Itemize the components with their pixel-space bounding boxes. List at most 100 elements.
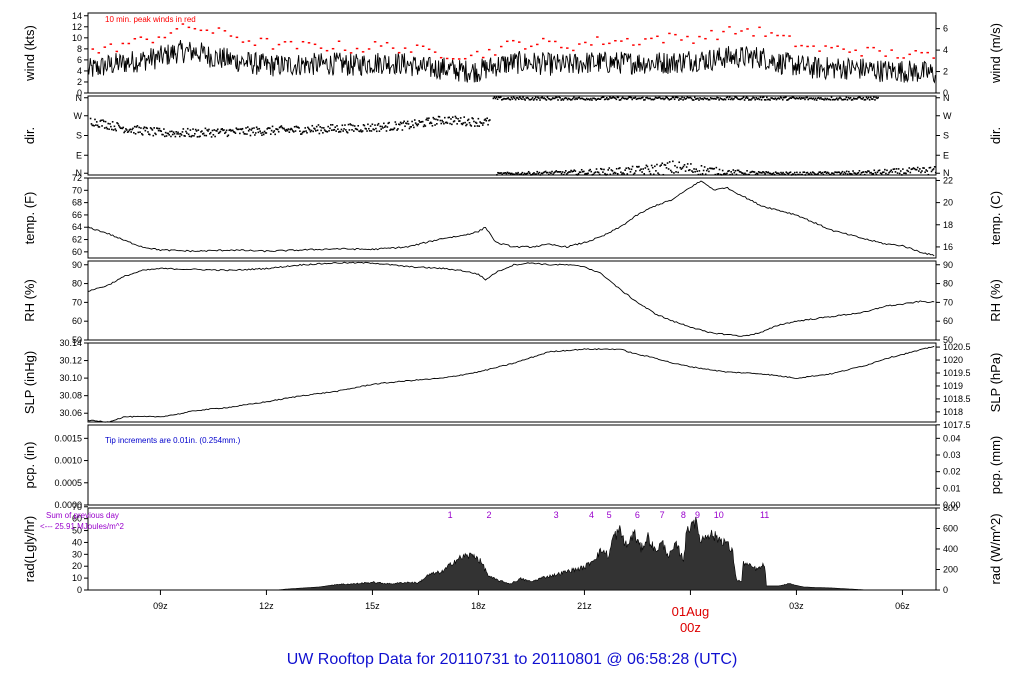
left-tick-label: 0.0000 xyxy=(54,500,82,510)
dir-point xyxy=(95,124,97,126)
dir-point xyxy=(189,129,192,131)
panel-frame-rh xyxy=(87,260,937,341)
peak-wind-mark xyxy=(614,39,617,42)
dir-point xyxy=(286,129,289,132)
dir-point xyxy=(806,96,808,99)
dir-point xyxy=(683,96,685,99)
peak-wind-mark xyxy=(644,38,647,40)
dir-point xyxy=(315,130,317,132)
dir-point xyxy=(708,98,711,101)
dir-point xyxy=(148,133,150,135)
dir-point xyxy=(226,135,229,138)
dir-point xyxy=(812,97,815,100)
dir-point xyxy=(193,135,195,137)
dir-point xyxy=(105,126,108,129)
peak-wind-mark xyxy=(842,48,845,50)
peak-wind-mark xyxy=(578,43,581,45)
dir-point xyxy=(118,124,120,127)
dir-point xyxy=(780,171,782,174)
dir-point xyxy=(930,170,933,173)
dir-point xyxy=(767,171,770,173)
dir-point xyxy=(801,173,803,176)
dir-point xyxy=(558,171,561,173)
dir-point xyxy=(798,96,801,99)
left-tick-label: 30.08 xyxy=(59,391,82,401)
right-tick-label: 600 xyxy=(943,524,958,534)
dir-point xyxy=(536,98,538,101)
dir-point xyxy=(518,98,520,101)
dir-point xyxy=(521,98,523,101)
peak-wind-mark xyxy=(355,47,359,50)
peak-wind-mark xyxy=(554,40,557,43)
dir-point xyxy=(494,97,497,100)
dir-point xyxy=(369,125,372,127)
dir-point xyxy=(482,122,485,124)
dir-point xyxy=(489,119,491,121)
dir-point xyxy=(816,173,818,176)
dir-point xyxy=(906,169,908,172)
dir-point xyxy=(281,126,284,129)
left-tick-label: 72 xyxy=(72,173,82,183)
rad-hour-mark: 6 xyxy=(635,510,640,520)
dir-point xyxy=(419,121,421,123)
right-tick-label: 0 xyxy=(943,88,948,98)
left-tick-label: 60 xyxy=(72,514,82,524)
dir-point xyxy=(540,97,542,99)
dir-point xyxy=(424,125,427,127)
dir-point xyxy=(580,168,583,171)
dir-point xyxy=(341,124,344,127)
dir-point xyxy=(449,122,451,125)
dir-point xyxy=(779,173,781,176)
dir-point xyxy=(379,125,382,128)
dir-point xyxy=(743,173,745,175)
dir-point xyxy=(584,173,586,175)
peak-wind-mark xyxy=(860,55,863,57)
dir-point xyxy=(487,123,489,126)
dir-point xyxy=(191,134,193,137)
dir-point xyxy=(280,125,283,127)
dir-point xyxy=(91,124,94,127)
dir-point xyxy=(196,136,199,138)
figure-title: UW Rooftop Data for 20110731 to 20110801… xyxy=(286,651,738,668)
dir-point xyxy=(775,172,778,174)
dir-point xyxy=(843,98,846,101)
dir-point xyxy=(608,98,610,100)
dir-point xyxy=(397,128,399,130)
dir-point xyxy=(869,96,872,99)
dir-point xyxy=(805,96,807,99)
dir-point xyxy=(492,97,495,100)
dir-point xyxy=(881,171,884,174)
dir-point xyxy=(396,129,398,131)
peak-wind-mark xyxy=(379,45,383,47)
left-tick-label: 62 xyxy=(72,235,82,245)
dir-point xyxy=(525,172,528,175)
dir-point xyxy=(516,97,519,99)
dir-point xyxy=(293,125,296,128)
dir-point xyxy=(872,98,874,100)
dir-point xyxy=(137,131,140,134)
dir-point xyxy=(703,166,706,168)
dir-point xyxy=(751,170,754,173)
dir-point xyxy=(263,130,266,133)
right-tick-label: S xyxy=(943,131,949,141)
peak-wind-mark xyxy=(590,44,593,46)
dir-point xyxy=(467,118,470,121)
dir-point xyxy=(297,126,299,129)
dir-point xyxy=(755,96,758,99)
dir-point xyxy=(367,123,369,126)
rad-hour-mark: 2 xyxy=(487,510,492,520)
dir-point xyxy=(239,132,241,135)
dir-point xyxy=(535,173,537,175)
dir-point xyxy=(912,167,915,169)
dir-point xyxy=(436,119,439,121)
dir-point xyxy=(757,97,760,100)
right-tick-label: 400 xyxy=(943,544,958,554)
dir-point xyxy=(774,97,777,100)
dir-point xyxy=(589,99,591,101)
dir-point xyxy=(389,129,391,132)
dir-point xyxy=(539,99,541,101)
dir-point xyxy=(541,96,543,99)
dir-point xyxy=(754,173,757,176)
peak-wind-mark xyxy=(319,47,323,49)
dir-point xyxy=(857,172,860,174)
